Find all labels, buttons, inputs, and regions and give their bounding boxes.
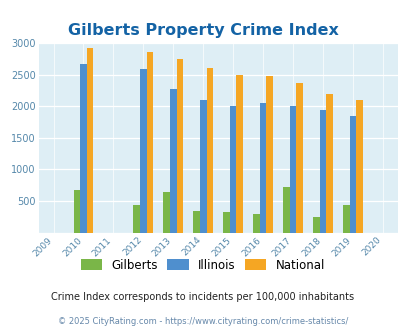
Bar — [87, 48, 93, 233]
Bar — [223, 212, 229, 233]
Bar — [296, 83, 302, 233]
Bar — [283, 187, 289, 233]
Bar — [312, 217, 319, 233]
Bar — [163, 192, 170, 233]
Bar — [146, 52, 153, 233]
Bar — [266, 77, 272, 233]
Bar — [229, 106, 236, 233]
Bar — [193, 211, 200, 233]
Bar — [253, 214, 259, 233]
Bar — [326, 94, 332, 233]
Bar — [73, 190, 80, 233]
Text: Gilberts Property Crime Index: Gilberts Property Crime Index — [67, 23, 338, 38]
Bar — [259, 103, 266, 233]
Bar — [342, 205, 349, 233]
Bar — [140, 69, 146, 233]
Text: © 2025 CityRating.com - https://www.cityrating.com/crime-statistics/: © 2025 CityRating.com - https://www.city… — [58, 317, 347, 326]
Bar — [176, 59, 183, 233]
Bar — [289, 106, 296, 233]
Bar — [236, 75, 243, 233]
Bar — [206, 68, 213, 233]
Bar — [200, 100, 206, 233]
Bar — [319, 110, 326, 233]
Bar — [80, 64, 87, 233]
Bar — [133, 206, 140, 233]
Bar — [349, 115, 355, 233]
Bar — [170, 89, 176, 233]
Legend: Gilberts, Illinois, National: Gilberts, Illinois, National — [77, 255, 328, 275]
Text: Crime Index corresponds to incidents per 100,000 inhabitants: Crime Index corresponds to incidents per… — [51, 292, 354, 302]
Bar — [355, 100, 362, 233]
